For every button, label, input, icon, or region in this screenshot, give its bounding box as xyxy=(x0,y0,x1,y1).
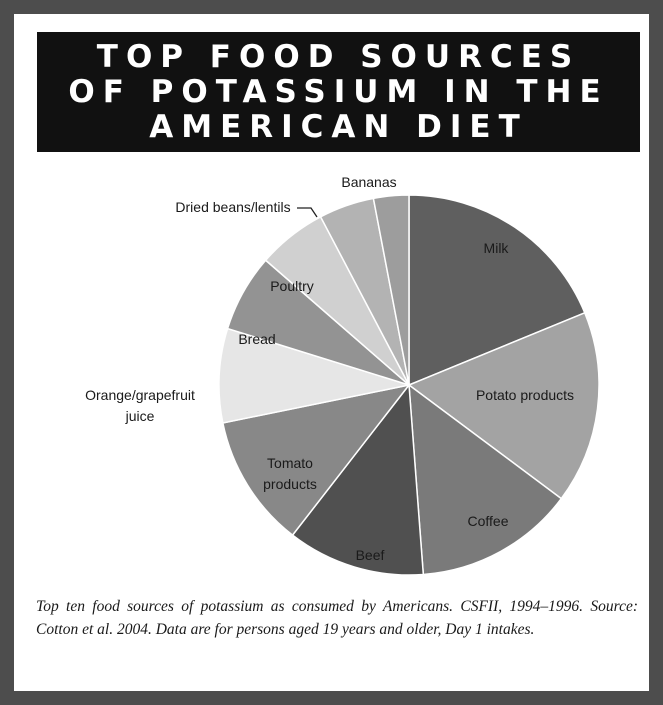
leader-line-dried-beans-lentils xyxy=(297,207,318,218)
pie-slice-orange-grapefruit-juice xyxy=(218,327,410,424)
pie-slice-beef xyxy=(291,383,425,576)
pie-slices xyxy=(218,194,600,576)
title-banner: TOP FOOD SOURCES OF POTASSIUM IN THE AME… xyxy=(37,32,640,152)
slice-label-dried-beans-lentils: Dried beans/lentils xyxy=(175,199,290,215)
figure-caption: Top ten food sources of potassium as con… xyxy=(36,598,638,638)
slice-label-tomato-products: Tomato products xyxy=(263,455,317,492)
pie-slice-milk xyxy=(408,194,586,387)
slice-label-beef: Beef xyxy=(356,547,385,563)
pie-chart: Milk Potato products Coffee Beef Tomato p… xyxy=(85,174,600,576)
slice-label-poultry: Poultry xyxy=(270,278,314,294)
pie-slice-tomato-products xyxy=(221,383,411,537)
slice-label-milk: Milk xyxy=(484,240,510,256)
pie-slice-bananas xyxy=(372,194,410,386)
figure-title: TOP FOOD SOURCES OF POTASSIUM IN THE AME… xyxy=(68,38,609,145)
slice-label-potato-products: Potato products xyxy=(476,387,574,403)
slice-label-bananas: Bananas xyxy=(341,174,396,190)
slice-label-bread: Bread xyxy=(238,331,275,347)
pie-slice-potato-products xyxy=(407,311,600,500)
pie-slice-coffee xyxy=(408,383,563,576)
slice-label-coffee: Coffee xyxy=(468,513,509,529)
pie-labels: Milk Potato products Coffee Beef Tomato p… xyxy=(85,174,574,563)
slice-label-orange-grapefruit-juice: Orange/grapefruit juice xyxy=(85,387,195,424)
